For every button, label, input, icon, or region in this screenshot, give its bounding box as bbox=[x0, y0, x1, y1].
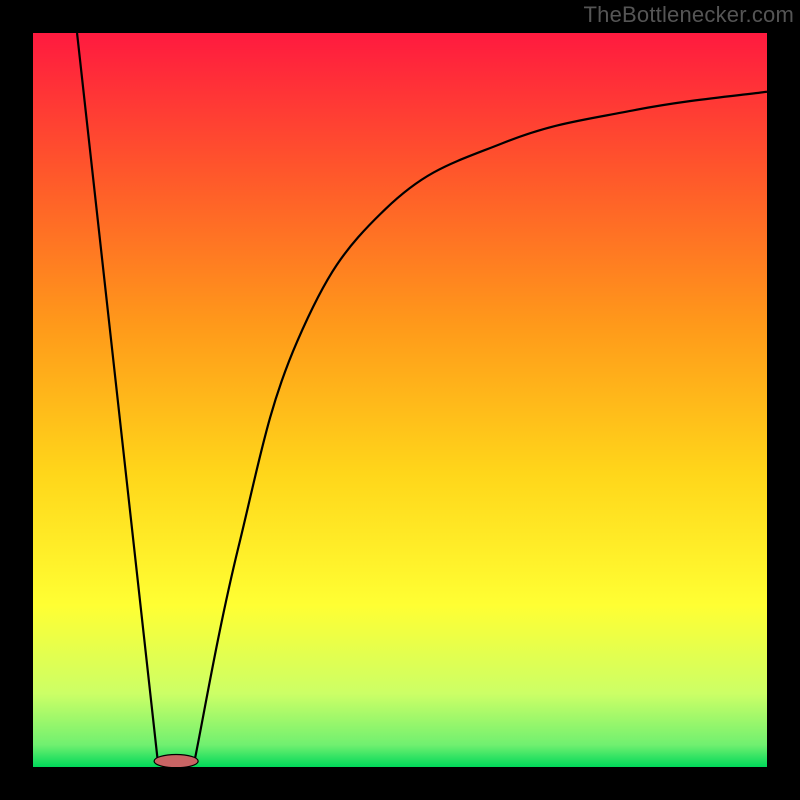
optimal-marker bbox=[154, 755, 198, 768]
gradient-background bbox=[33, 33, 767, 767]
bottleneck-chart bbox=[0, 0, 800, 800]
plot-area bbox=[33, 33, 767, 768]
chart-container: { "watermark": { "text": "TheBottlenecke… bbox=[0, 0, 800, 800]
watermark-text: TheBottlenecker.com bbox=[584, 2, 794, 28]
